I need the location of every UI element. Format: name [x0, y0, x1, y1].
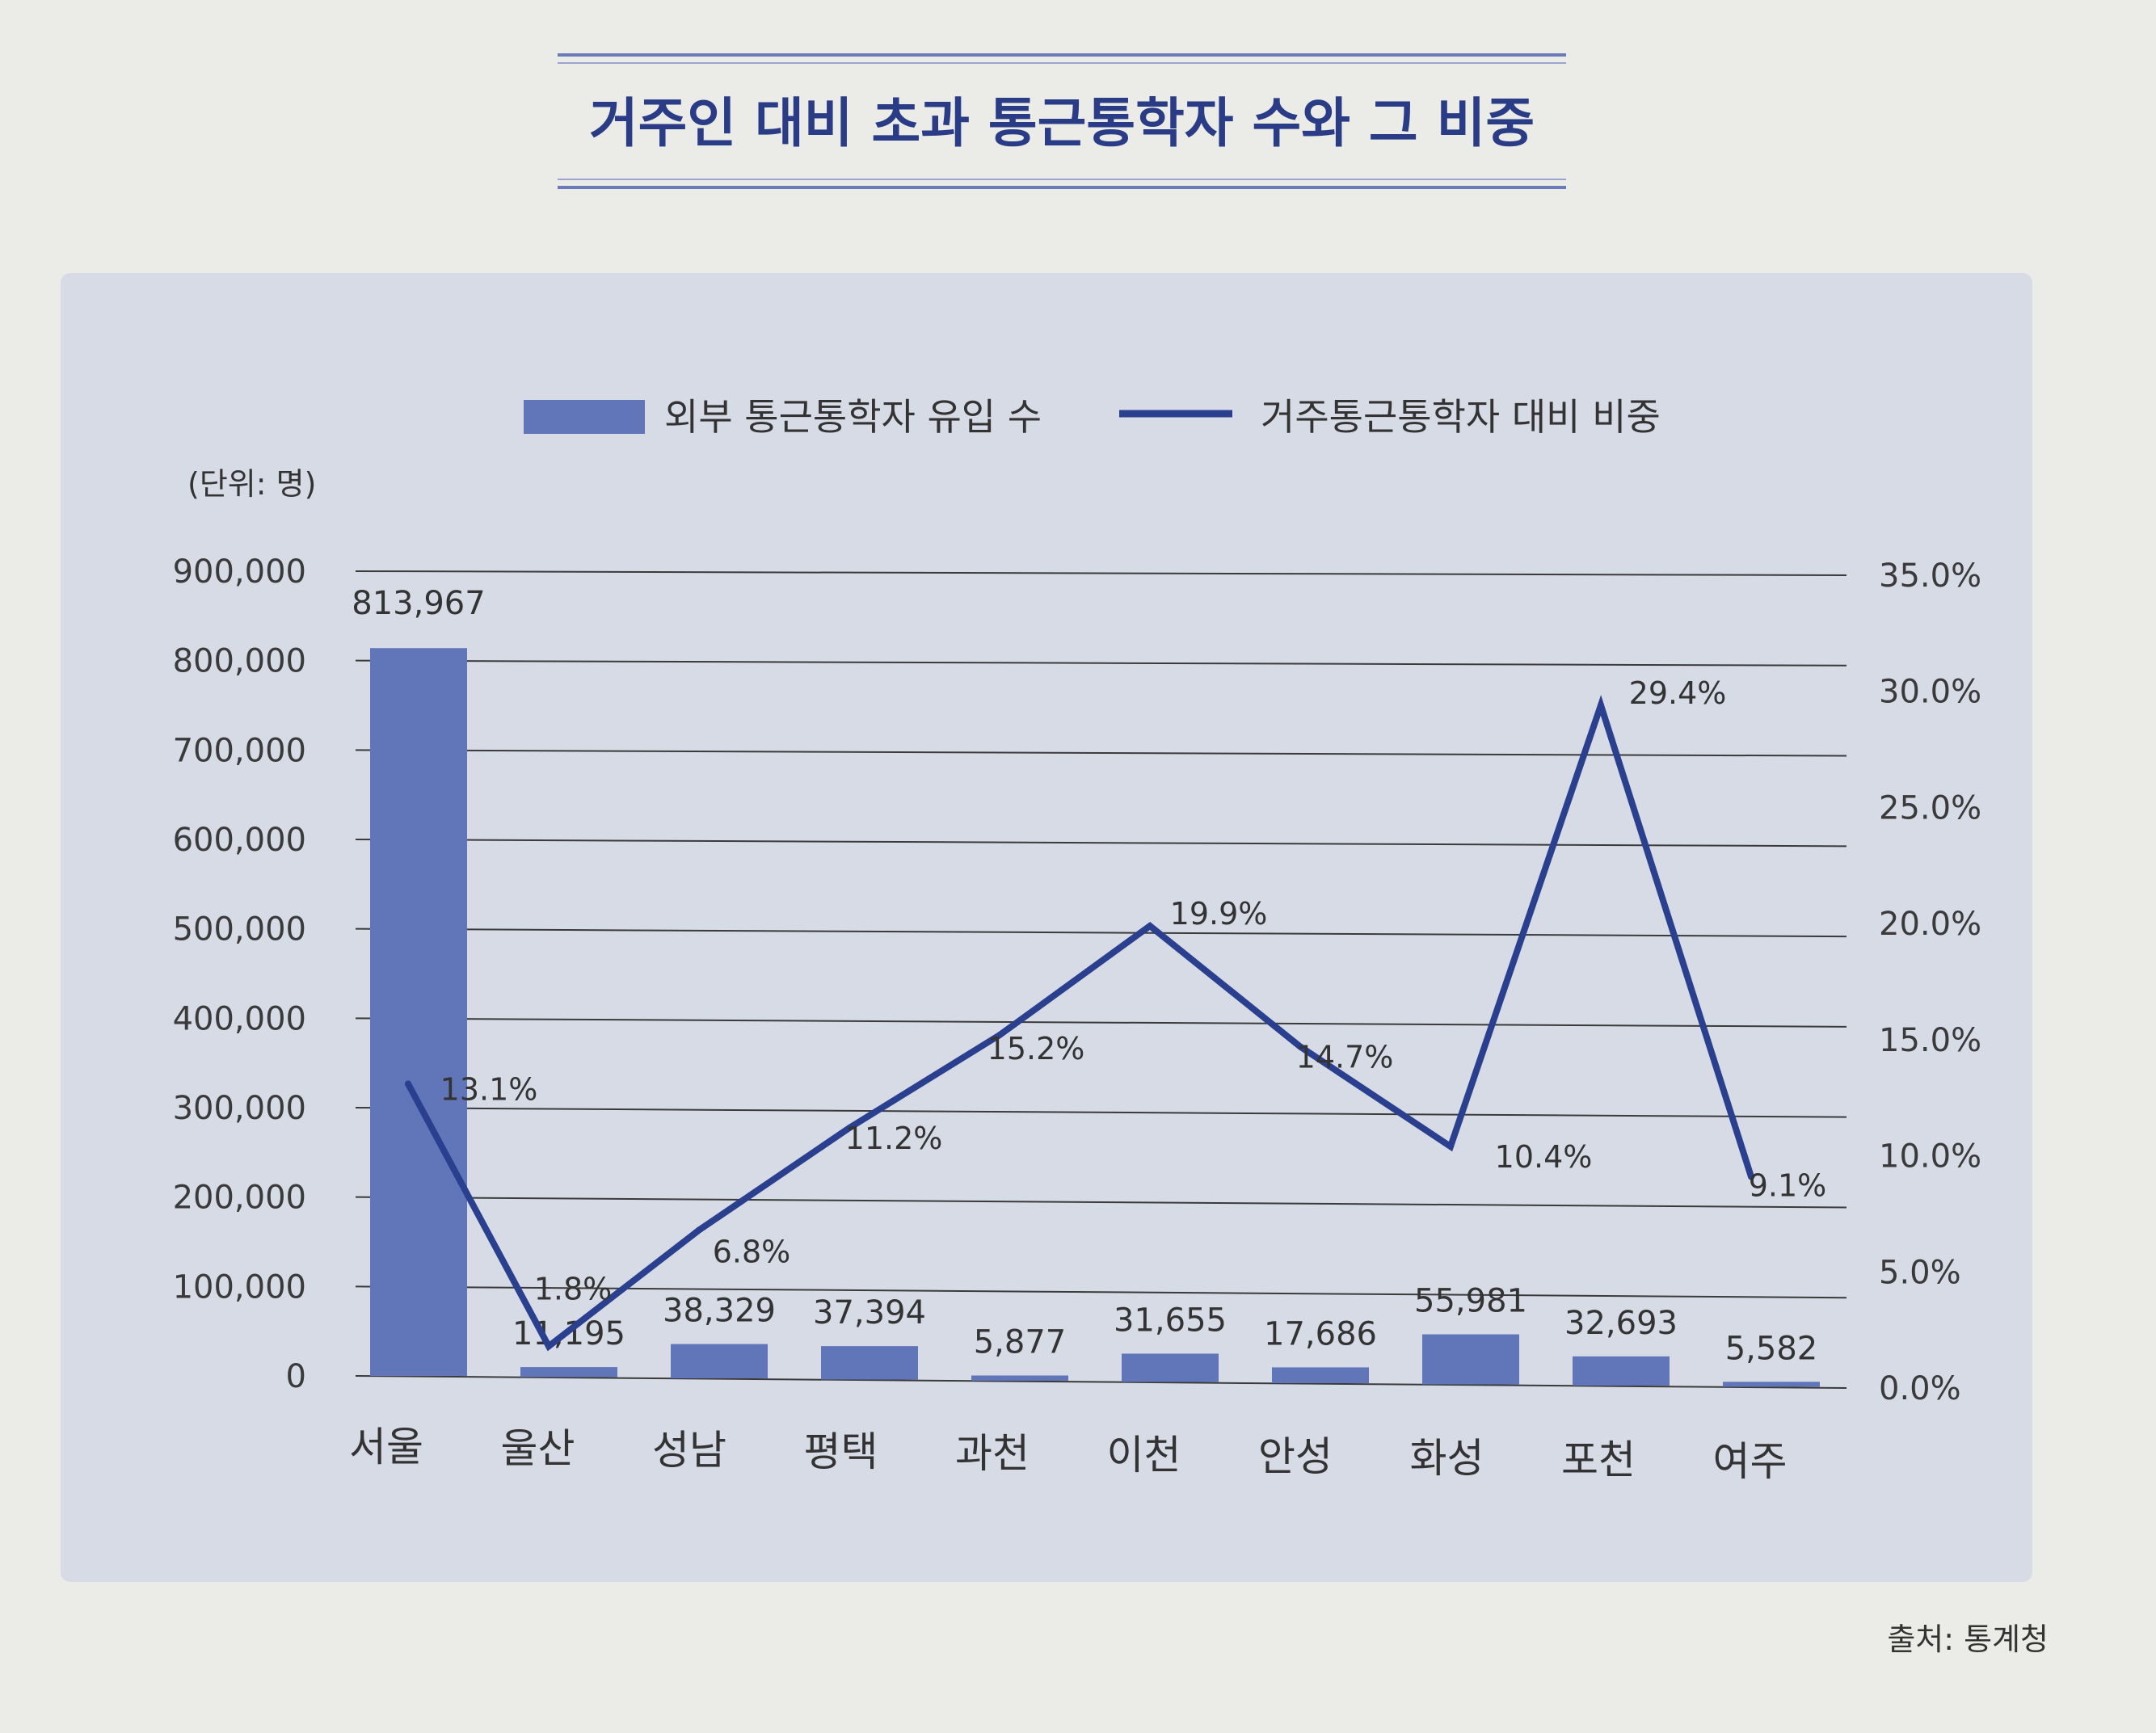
line-point — [1748, 1173, 1754, 1180]
category-label: 안성 — [1258, 1433, 1333, 1480]
line-value-labels: 13.1% 1.8% 6.8% 11.2% 15.2% 19.9% 14.7% 10.4% 29… — [440, 675, 1827, 1306]
bar-value-label: 38,329 — [663, 1293, 776, 1330]
category-label: 울산 — [501, 1425, 575, 1472]
line-point — [1447, 1143, 1454, 1150]
bar — [520, 1367, 617, 1378]
gridline — [355, 659, 1847, 667]
y-right-tick-label: 25.0% — [1879, 789, 1981, 827]
line-value-label: 11.2% — [845, 1121, 943, 1156]
series-line — [405, 695, 1754, 1352]
bar — [1122, 1353, 1219, 1382]
y-axis-left: 0 100,000 200,000 300,000 400,000 500,000 600,… — [173, 553, 306, 1395]
y-right-tick-label: 30.0% — [1879, 674, 1981, 711]
line-value-label: 10.4% — [1495, 1139, 1593, 1175]
y-left-tick-label: 400,000 — [173, 1000, 306, 1037]
category-label: 성남 — [652, 1427, 726, 1474]
y-left-tick-label: 600,000 — [173, 822, 306, 859]
y-right-tick-label: 35.0% — [1879, 557, 1981, 595]
y-right-tick-label: 0.0% — [1879, 1370, 1961, 1407]
bar-value-label: 32,693 — [1564, 1305, 1678, 1342]
line-point — [405, 1080, 411, 1087]
line-value-label: 29.4% — [1629, 675, 1727, 711]
category-label: 여주 — [1713, 1438, 1788, 1485]
line-value-label: 14.7% — [1296, 1039, 1394, 1075]
line-point — [545, 1343, 552, 1350]
bar — [971, 1375, 1068, 1381]
category-label: 이천 — [1107, 1432, 1181, 1479]
y-left-tick-label: 900,000 — [173, 553, 306, 591]
bar-value-label: 813,967 — [352, 585, 485, 622]
line-point — [1598, 701, 1604, 709]
y-left-tick-label: 500,000 — [173, 911, 306, 949]
gridline — [355, 1107, 1847, 1118]
y-right-tick-label: 15.0% — [1879, 1022, 1981, 1059]
line-value-label: 6.8% — [713, 1235, 791, 1270]
unit-label: (단위: 명) — [187, 466, 316, 502]
legend-line-label: 거주통근통학자 대비 비중 — [1261, 395, 1661, 439]
line-value-label: 9.1% — [1749, 1167, 1827, 1203]
y-left-tick-label: 100,000 — [173, 1268, 306, 1306]
line-value-label: 19.9% — [1170, 896, 1268, 932]
y-left-tick-label: 800,000 — [173, 643, 306, 680]
bar-value-label: 5,582 — [1725, 1330, 1818, 1367]
y-axis-right: 0.0% 5.0% 10.0% 15.0% 20.0% 25.0% 30.0% 35.0% — [1879, 557, 1981, 1407]
legend-bar-swatch — [524, 400, 645, 434]
gridline — [355, 1285, 1847, 1299]
bar — [1422, 1334, 1519, 1385]
y-right-tick-label: 20.0% — [1879, 906, 1981, 943]
bar — [671, 1344, 768, 1378]
category-label: 평택 — [804, 1428, 878, 1475]
line-value-label: 15.2% — [987, 1031, 1085, 1066]
y-right-tick-label: 5.0% — [1879, 1254, 1961, 1291]
bar-value-label: 37,394 — [813, 1294, 926, 1331]
chart-title: 거주인 대비 초과 통근통학자 수와 그 비중 — [589, 92, 1535, 154]
bar — [821, 1346, 918, 1380]
line-value-label: 13.1% — [440, 1071, 538, 1107]
category-label: 화성 — [1410, 1435, 1484, 1482]
x-axis-categories: 서울 울산 성남 평택 과천 이천 안성 화성 포천 여주 — [349, 1424, 1788, 1485]
bar — [370, 648, 467, 1376]
y-left-tick-label: 700,000 — [173, 732, 306, 769]
bar — [1723, 1382, 1820, 1387]
category-label: 포천 — [1561, 1436, 1636, 1483]
gridlines — [355, 570, 1847, 1389]
category-label: 서울 — [349, 1424, 423, 1470]
line-point — [1147, 923, 1153, 930]
gridline — [355, 927, 1847, 938]
y-left-tick-label: 300,000 — [173, 1090, 306, 1127]
legend-bar-label: 외부 통근통학자 유입 수 — [664, 395, 1042, 439]
chart-panel — [61, 273, 2032, 1582]
source-label: 출처: 통계청 — [1887, 1622, 2049, 1657]
y-right-tick-label: 10.0% — [1879, 1138, 1981, 1176]
bar — [1272, 1367, 1369, 1383]
gridline — [355, 1017, 1847, 1028]
gridline — [355, 1375, 1847, 1389]
y-left-tick-label: 0 — [286, 1358, 306, 1395]
line-value-label: 1.8% — [534, 1271, 613, 1306]
bar-series — [370, 648, 1820, 1387]
gridline — [355, 570, 1847, 576]
line-point — [1297, 1043, 1303, 1050]
line-series — [405, 695, 1754, 1352]
line-point — [696, 1226, 702, 1234]
gridline — [355, 1196, 1847, 1209]
gridline — [355, 749, 1847, 757]
line-point — [996, 1032, 1003, 1039]
gridline — [355, 839, 1847, 848]
bar-value-label: 17,686 — [1264, 1315, 1377, 1352]
category-label: 과천 — [955, 1430, 1030, 1477]
y-left-tick-label: 200,000 — [173, 1180, 306, 1217]
bar-value-label: 55,981 — [1414, 1283, 1527, 1320]
line-point — [846, 1125, 853, 1132]
bar — [1573, 1356, 1670, 1386]
bar-value-label: 31,655 — [1114, 1302, 1227, 1339]
bar-value-label: 5,877 — [974, 1323, 1067, 1361]
